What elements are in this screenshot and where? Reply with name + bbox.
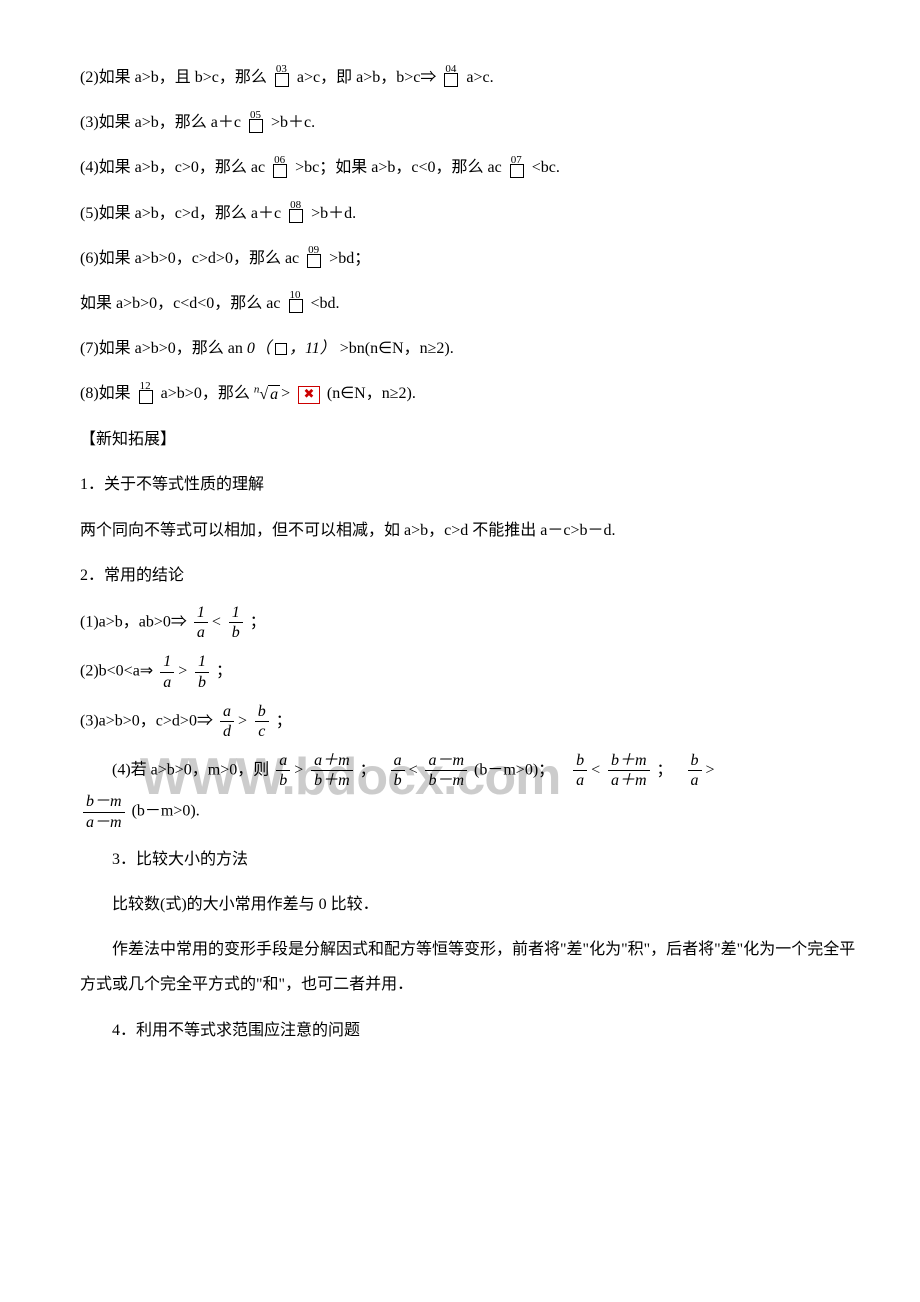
text: (b－m>0)；	[474, 761, 554, 778]
frac-a-over-b: ab	[391, 751, 405, 790]
frac-bmm-over-amm: b－ma－m	[83, 792, 125, 831]
gt: >	[177, 663, 188, 680]
text: a>c，即 a>b，b>c⇒	[297, 69, 440, 86]
text: >bd；	[329, 250, 370, 267]
text: (3)a>b>0，c>d>0⇒	[80, 712, 217, 729]
conclusion-4-cont: b－ma－m (b－m>0).	[80, 792, 860, 831]
line-3: (3)如果 a>b，那么 a＋c 05 >b＋c.	[80, 105, 860, 140]
box-11	[273, 341, 287, 357]
frac-1-over-a: 1a	[194, 603, 208, 642]
frac-b-over-a: ba	[573, 751, 587, 790]
p3-heading: 3．比较大小的方法	[80, 842, 860, 877]
frac-b-over-a: ba	[688, 751, 702, 790]
conclusion-1: (1)a>b，ab>0⇒ 1a< 1b ；	[80, 603, 860, 642]
line-5: (5)如果 a>b，c>d，那么 a＋c 08 >b＋d.	[80, 196, 860, 231]
text: (4)若 a>b>0，m>0，则	[112, 761, 273, 778]
frac-1-over-a: 1a	[160, 652, 174, 691]
text: >b＋c.	[271, 114, 315, 131]
text: ；	[276, 712, 292, 729]
p1-heading: 1．关于不等式性质的理解	[80, 467, 860, 502]
lt: <	[211, 613, 222, 630]
text: ；	[216, 663, 232, 680]
gt: >	[293, 761, 304, 778]
p1-text: 两个同向不等式可以相加，但不可以相减，如 a>b，c>d 不能推出 a－c>b－…	[80, 513, 860, 548]
text: a>b>0，那么	[161, 385, 254, 402]
text: >b＋d.	[311, 205, 356, 222]
section-title-ext: 【新知拓展】	[80, 422, 860, 457]
line-4: (4)如果 a>b，c>0，那么 ac 06 >bc；如果 a>b，c<0，那么…	[80, 150, 860, 185]
text: <bd.	[311, 295, 340, 312]
conclusion-4: (4)若 a>b>0，m>0，则 ab> a＋mb＋m ； ab< a－mb－m…	[112, 751, 860, 790]
frac-1-over-b: 1b	[229, 603, 243, 642]
p4-heading: 4．利用不等式求范围应注意的问题	[80, 1013, 860, 1048]
line-6c: 如果 a>b>0，c<d<0，那么 ac 10 <bd.	[80, 286, 860, 321]
text: (4)如果 a>b，c>0，那么 ac	[80, 159, 269, 176]
text: (1)a>b，ab>0⇒	[80, 613, 191, 630]
box-09: 09	[305, 248, 323, 270]
x-mark-box: ✖	[298, 386, 320, 404]
line-8: (8)如果 12 a>b>0，那么 n√a> ✖ (n∈N，n≥2).	[80, 376, 860, 412]
text: <bc.	[532, 159, 560, 176]
document-content: (2)如果 a>b，且 b>c，那么 03 a>c，即 a>b，b>c⇒ 04 …	[80, 60, 860, 1048]
p3-text2: 作差法中常用的变形手段是分解因式和配方等恒等变形，前者将"差"化为"积"，后者将…	[80, 932, 860, 1002]
text: 0（	[247, 340, 271, 357]
box-04: 04	[442, 67, 460, 89]
p2-heading: 2．常用的结论	[80, 558, 860, 593]
text: >bc；如果 a>b，c<0，那么 ac	[295, 159, 506, 176]
frac-amm-over-bmm: a－mb－m	[425, 751, 467, 790]
text: ；	[360, 761, 376, 778]
box-07: 07	[508, 158, 526, 180]
box-10: 10	[287, 293, 305, 315]
frac-a-over-b: ab	[276, 751, 290, 790]
text: ，11）	[289, 340, 336, 357]
frac-bm-over-am: b＋ma＋m	[608, 751, 650, 790]
box-03: 03	[273, 67, 291, 89]
text: (2)b<0<a⇒	[80, 663, 157, 680]
text: (7)如果 a>b>0，那么 an	[80, 340, 247, 357]
text: ；	[657, 761, 673, 778]
p3-text: 比较数(式)的大小常用作差与 0 比较．	[80, 887, 860, 922]
lt: <	[408, 761, 419, 778]
box-05: 05	[247, 113, 265, 135]
text: (3)如果 a>b，那么 a＋c	[80, 114, 245, 131]
frac-am-over-bm: a＋mb＋m	[311, 751, 353, 790]
text: 如果 a>b>0，c<d<0，那么 ac	[80, 295, 285, 312]
text: (2)如果 a>b，且 b>c，那么	[80, 69, 271, 86]
frac-b-over-c: bc	[255, 702, 269, 741]
text: (5)如果 a>b，c>d，那么 a＋c	[80, 205, 285, 222]
text: (8)如果	[80, 385, 135, 402]
box-12: 12	[137, 384, 155, 406]
text: ；	[250, 613, 266, 630]
text: a>c.	[466, 69, 493, 86]
lt: <	[590, 761, 601, 778]
frac-1-over-b: 1b	[195, 652, 209, 691]
gt: >	[705, 761, 716, 778]
text: (n∈N，n≥2).	[327, 385, 416, 402]
conclusion-2: (2)b<0<a⇒ 1a> 1b ；	[80, 652, 860, 691]
text: (6)如果 a>b>0，c>d>0，那么 ac	[80, 250, 303, 267]
box-08: 08	[287, 203, 305, 225]
gt: >	[280, 385, 291, 402]
nth-root: n√a	[254, 377, 280, 412]
line-6: (6)如果 a>b>0，c>d>0，那么 ac 09 >bd；	[80, 241, 860, 276]
line-2: (2)如果 a>b，且 b>c，那么 03 a>c，即 a>b，b>c⇒ 04 …	[80, 60, 860, 95]
frac-a-over-d: ad	[220, 702, 234, 741]
line-7: (7)如果 a>b>0，那么 an 0（ ，11） >bn(n∈N，n≥2).	[80, 331, 860, 366]
gt: >	[237, 712, 248, 729]
text: >bn(n∈N，n≥2).	[340, 340, 454, 357]
conclusion-3: (3)a>b>0，c>d>0⇒ ad> bc ；	[80, 702, 860, 741]
box-06: 06	[271, 158, 289, 180]
text: (b－m>0).	[132, 803, 200, 820]
